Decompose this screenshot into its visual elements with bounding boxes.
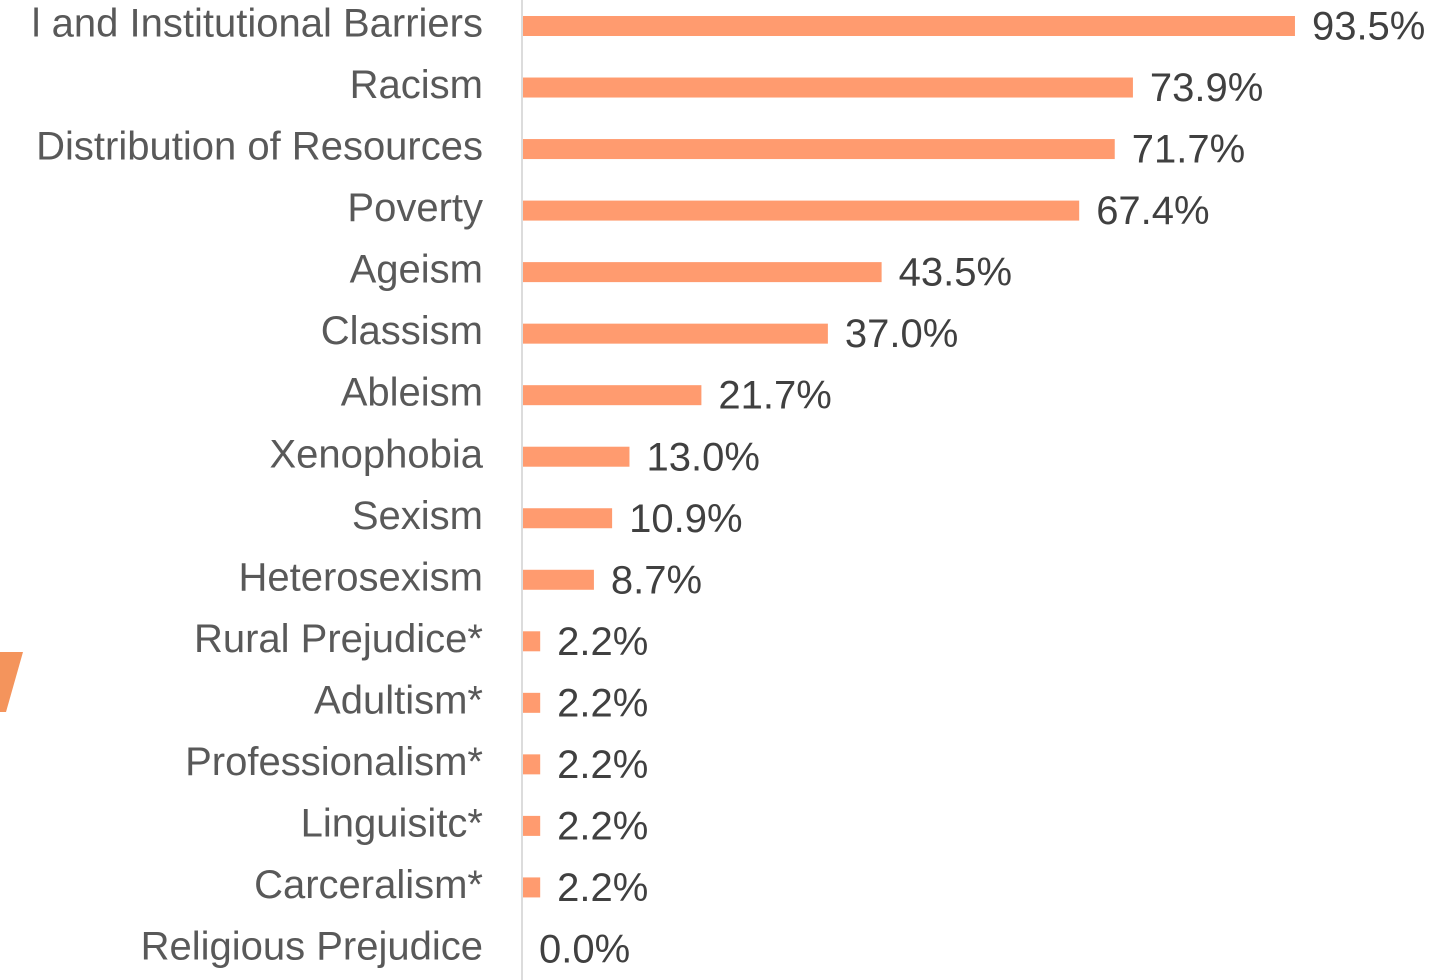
bar xyxy=(523,877,541,898)
category-label: Classism xyxy=(321,309,483,353)
category-label: l and Institutional Barriers xyxy=(32,2,483,46)
value-label: 2.2% xyxy=(557,804,648,848)
category-label: Ableism xyxy=(341,371,483,415)
value-label: 37.0% xyxy=(845,312,958,356)
category-label: Xenophobia xyxy=(269,432,483,476)
category-label: Religious Prejudice xyxy=(141,925,483,969)
value-label: 71.7% xyxy=(1132,128,1245,172)
value-label: 2.2% xyxy=(557,866,648,910)
category-label: Heterosexism xyxy=(238,555,483,599)
category-label: Rural Prejudice* xyxy=(194,617,483,661)
bar xyxy=(523,569,594,590)
value-label: 13.0% xyxy=(646,435,759,479)
value-label: 21.7% xyxy=(718,374,831,418)
category-label: Racism xyxy=(350,63,483,107)
value-label: 0.0% xyxy=(539,928,630,972)
bar xyxy=(523,631,541,652)
category-label: Distribution of Resources xyxy=(36,125,483,169)
bar xyxy=(523,262,882,283)
category-label: Carceralism* xyxy=(254,863,483,907)
bar xyxy=(523,77,1133,98)
value-label: 2.2% xyxy=(557,620,648,664)
value-label: 73.9% xyxy=(1150,66,1263,110)
value-label: 93.5% xyxy=(1312,5,1425,49)
bar xyxy=(523,446,630,467)
bar xyxy=(523,139,1115,160)
category-label: Poverty xyxy=(347,186,483,230)
category-label: Ageism xyxy=(350,248,483,292)
value-label: 43.5% xyxy=(899,251,1012,295)
bar xyxy=(523,754,541,775)
value-label: 67.4% xyxy=(1096,189,1209,233)
bar xyxy=(523,323,828,344)
decoration xyxy=(0,652,23,712)
category-label: Adultism* xyxy=(314,678,483,722)
category-label: Linguisitc* xyxy=(301,801,483,845)
bar xyxy=(523,692,541,713)
bar xyxy=(523,815,541,836)
value-label: 10.9% xyxy=(629,497,742,541)
bar xyxy=(523,385,702,406)
category-label: Professionalism* xyxy=(185,740,483,784)
value-label: 2.2% xyxy=(557,681,648,725)
category-label: Sexism xyxy=(352,494,483,538)
bar xyxy=(523,16,1295,36)
bar xyxy=(523,508,613,529)
bar xyxy=(523,200,1080,221)
value-label: 8.7% xyxy=(611,558,702,602)
value-label: 2.2% xyxy=(557,743,648,787)
